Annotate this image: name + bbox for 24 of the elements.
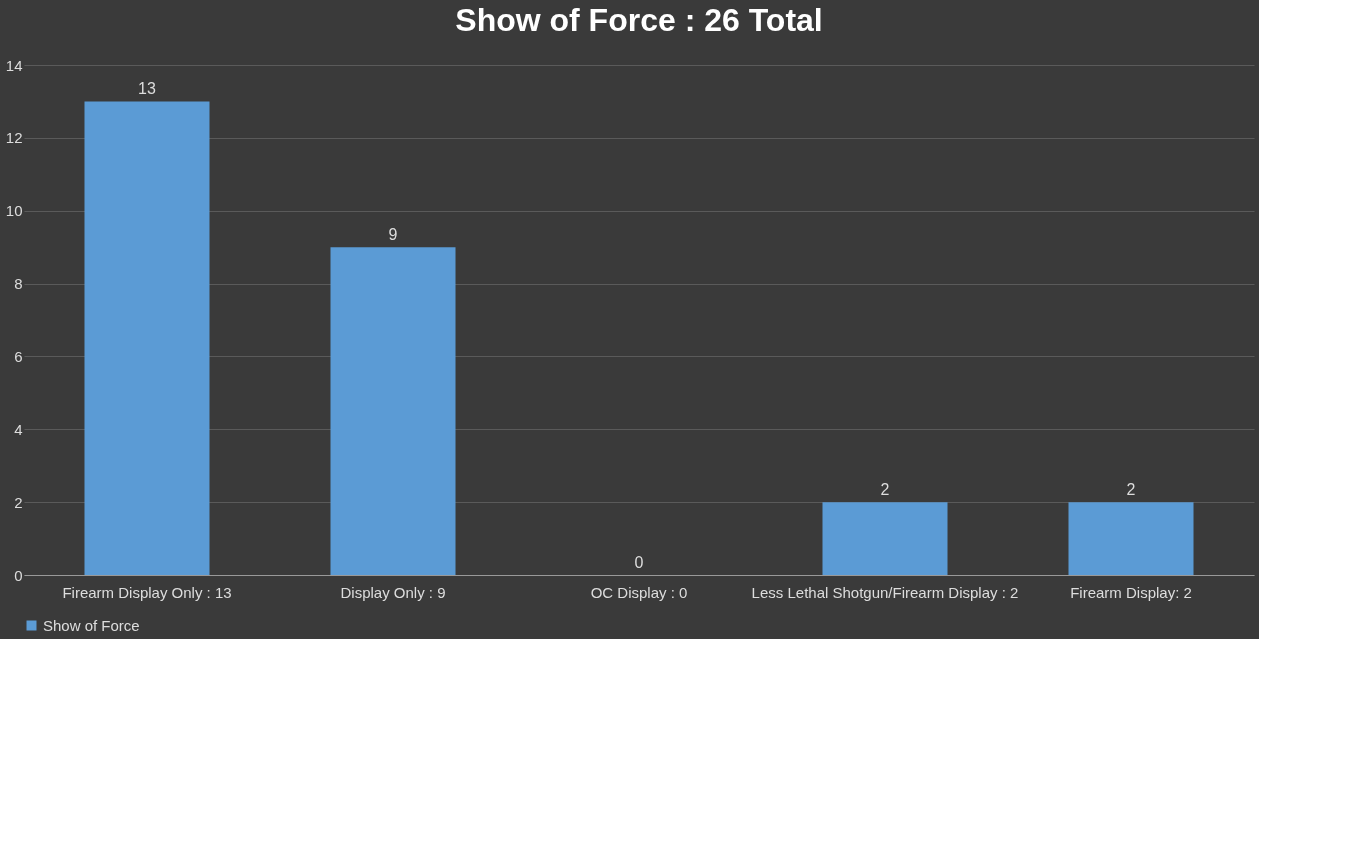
x-tick-label: Less Lethal Shotgun/Firearm Display : 2: [751, 583, 1019, 601]
x-tick-label: Display Only : 9: [340, 583, 446, 601]
y-tick-label: 10: [5, 202, 23, 220]
y-tick-label: 6: [14, 347, 23, 365]
y-tick-label: 8: [14, 275, 23, 293]
y-tick-label: 4: [14, 420, 23, 438]
bar: [1068, 502, 1194, 575]
x-tick-label: OC Display : 0: [590, 583, 688, 601]
data-label: 2: [880, 481, 890, 499]
data-label: 9: [388, 226, 398, 244]
bar: [822, 502, 948, 575]
legend-label: Show of Force: [43, 616, 140, 634]
data-label: 2: [1126, 481, 1136, 499]
data-label: 0: [634, 554, 644, 571]
y-tick-label: 12: [5, 129, 23, 147]
bar: [84, 101, 210, 575]
y-tick-label: 14: [5, 56, 23, 74]
y-tick-label: 0: [14, 566, 23, 584]
y-tick-label: 2: [14, 493, 23, 511]
bar: [330, 247, 456, 575]
x-tick-label: Firearm Display: 2: [1070, 583, 1192, 601]
chart-title: Show of Force : 26 Total: [455, 2, 823, 38]
data-label: 13: [138, 80, 156, 98]
x-tick-label: Firearm Display Only : 13: [62, 583, 232, 601]
